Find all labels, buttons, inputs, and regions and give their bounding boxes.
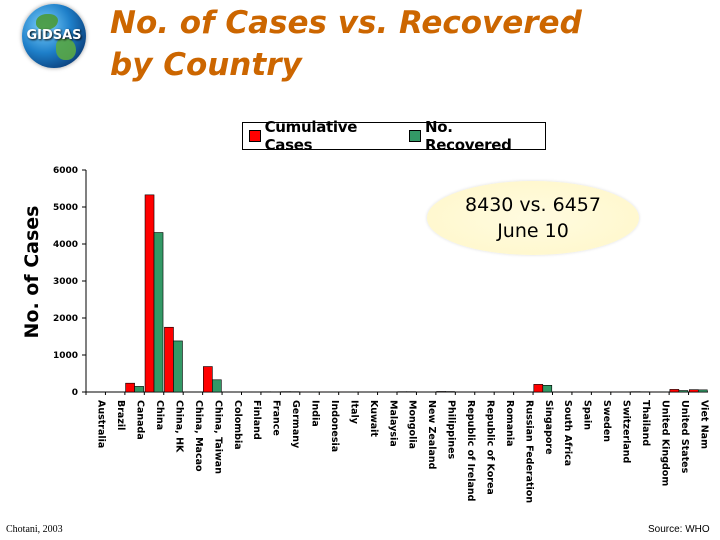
x-category-label: Malaysia (387, 400, 398, 447)
x-category-label: France (271, 400, 282, 436)
title-line-2: by Country (110, 47, 302, 83)
y-tick-label: 1000 (53, 351, 78, 361)
annotation-line-1: 8430 vs. 6457 (465, 194, 601, 216)
globe-icon (22, 4, 86, 68)
x-category-label: China (154, 400, 165, 430)
x-category-label: Brazil (115, 400, 126, 430)
x-category-label: Switzerland (621, 400, 632, 463)
x-category-label: Russian Federation (523, 400, 534, 503)
bar-cases (669, 389, 680, 393)
x-category-label: Germany (290, 400, 301, 449)
y-tick-label: 5000 (53, 203, 78, 213)
y-tick-label: 0 (72, 388, 78, 398)
title-line-1: No. of Cases vs. Recovered (110, 5, 582, 41)
x-category-label: China, HK (173, 400, 184, 453)
footer-source: Source: WHO (648, 524, 710, 535)
x-category-label: Romania (504, 400, 515, 447)
x-category-label: Republic of Korea (484, 400, 495, 495)
x-category-label: Indonesia (329, 400, 340, 452)
x-category-label: Thailand (640, 400, 651, 446)
y-tick-label: 4000 (53, 240, 78, 250)
x-category-label: South Africa (562, 400, 573, 466)
legend-item-cases: Cumulative Cases (249, 118, 403, 154)
bar-recovered (678, 390, 689, 393)
y-tick-label: 3000 (53, 277, 78, 287)
bar-recovered (134, 386, 144, 393)
bar-recovered (153, 232, 164, 393)
x-category-label: Spain (582, 400, 593, 430)
legend-label-cases: Cumulative Cases (264, 118, 358, 154)
bar-cases (144, 194, 155, 393)
x-category-label: India (310, 400, 321, 427)
logo-text: GIDSAS (26, 28, 82, 43)
x-category-label: Singapore (543, 400, 554, 455)
x-category-label: United Kingdom (659, 400, 670, 486)
x-category-label: China, Taiwan (212, 400, 223, 474)
x-category-label: Finland (251, 400, 262, 440)
bar-cases (125, 382, 135, 393)
x-category-label: Australia (96, 400, 107, 448)
legend-swatch-recovered (409, 130, 422, 142)
x-category-label: Sweden (601, 400, 612, 442)
x-category-label: Canada (135, 400, 146, 440)
footer-credit: Chotani, 2003 (6, 524, 63, 535)
y-tick-label: 2000 (53, 314, 78, 324)
legend-label-recovered: No. Recovered (425, 118, 512, 154)
bar-recovered (212, 379, 222, 393)
x-category-label: Kuwait (368, 400, 379, 437)
bar-cases (533, 384, 544, 393)
x-category-label: Colombia (232, 400, 243, 450)
bar-recovered (173, 340, 183, 393)
x-category-label: China, Macao (193, 400, 204, 472)
bar-cases (688, 389, 699, 393)
y-tick-label: 6000 (53, 166, 78, 176)
bar-cases (164, 326, 174, 393)
x-category-label: Republic of Ireland (465, 400, 476, 501)
bar-recovered (697, 389, 708, 393)
x-category-label: Philippines (446, 400, 457, 460)
annotation-line-2: June 10 (497, 220, 569, 242)
page-title: No. of Cases vs. Recovered by Country (110, 2, 582, 86)
annotation-bubble: 8430 vs. 6457 June 10 (427, 181, 639, 255)
x-category-label: Mongolia (407, 400, 418, 449)
legend-item-recovered: No. Recovered (409, 118, 539, 154)
bar-recovered (542, 385, 553, 393)
chart-legend: Cumulative Cases No. Recovered (242, 118, 546, 154)
x-category-label: Italy (348, 400, 359, 425)
x-category-label: United States (679, 400, 690, 474)
x-category-label: Viet Nam (698, 400, 709, 449)
legend-swatch-cases (249, 130, 261, 142)
x-category-label: New Zealand (426, 400, 437, 469)
gidsas-logo: GIDSAS (18, 2, 90, 70)
bar-cases (203, 366, 213, 393)
bar-cases (436, 391, 446, 393)
